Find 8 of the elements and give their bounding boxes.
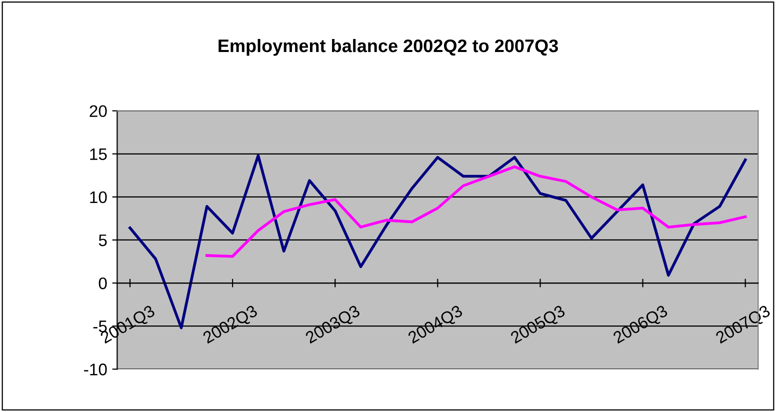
y-tick-label: 20: [90, 105, 107, 118]
y-tick-label: 0: [98, 277, 107, 290]
y-tick-label: -10: [84, 364, 107, 376]
line-series: [206, 165, 747, 258]
chart-title: Employment balance 2002Q2 to 2007Q3: [218, 38, 558, 56]
y-tick-label: 5: [98, 234, 107, 246]
y-tick-label: 15: [90, 148, 107, 160]
y-tick-label: 10: [90, 191, 107, 204]
